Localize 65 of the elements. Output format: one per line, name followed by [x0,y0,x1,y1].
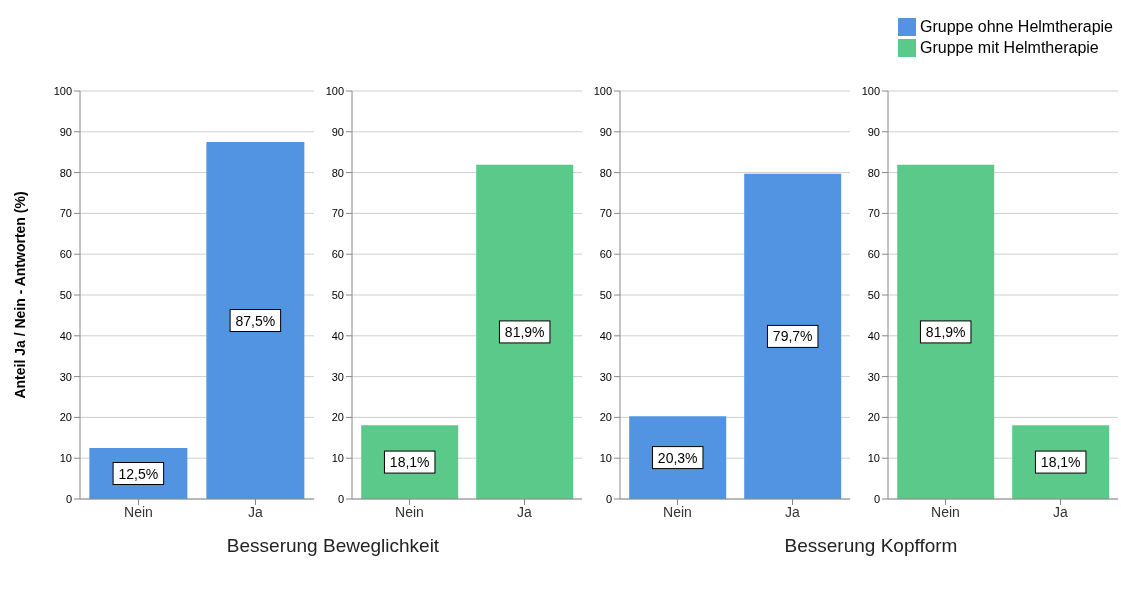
y-tick-label: 50 [599,288,612,301]
y-tick-label: 70 [59,207,72,220]
y-tick-label: 20 [331,411,344,424]
y-tick-label: 50 [867,288,880,301]
x-tick-label: Nein [663,503,692,520]
y-tick-label: 10 [867,452,880,465]
y-axis-title: Anteil Ja / Nein - Antworten (%) [11,191,28,399]
y-tick-label: 30 [867,370,880,383]
y-tick-label: 10 [331,452,344,465]
y-tick-label: 0 [605,492,612,505]
y-tick-label: 100 [325,84,344,97]
y-tick-label: 60 [599,248,612,261]
y-tick-label: 100 [861,84,880,97]
x-tick-label: Nein [395,503,424,520]
y-tick-label: 10 [599,452,612,465]
y-tick-label: 60 [59,248,72,261]
y-tick-label: 40 [867,329,880,342]
y-tick-label: 90 [331,125,344,138]
legend-label: Gruppe ohne Helmtherapie [919,18,1113,36]
x-tick-label: Ja [517,503,533,520]
x-axis-title: Besserung Kopfform [783,535,959,557]
y-tick-label: 70 [599,207,612,220]
y-tick-label: 90 [867,125,880,138]
y-tick-label: 40 [331,329,344,342]
x-tick-label: Nein [124,503,153,520]
y-tick-label: 30 [59,370,72,383]
y-tick-label: 70 [867,207,880,220]
y-tick-label: 90 [59,125,72,138]
y-tick-label: 70 [331,207,344,220]
y-tick-label: 20 [59,411,72,424]
y-tick-label: 20 [867,411,880,424]
y-tick-label: 30 [331,370,344,383]
data-label: 87,5% [235,312,276,329]
y-tick-label: 30 [599,370,612,383]
x-tick-label: Ja [1053,503,1069,520]
data-label: 12,5% [118,465,159,482]
data-label: 20,3% [657,449,698,466]
y-tick-label: 0 [873,492,880,505]
y-tick-label: 80 [59,166,72,179]
y-tick-label: 60 [867,248,880,261]
y-tick-label: 50 [59,288,72,301]
y-tick-label: 100 [593,84,612,97]
x-tick-label: Nein [931,503,960,520]
y-tick-label: 40 [599,329,612,342]
y-tick-label: 20 [599,411,612,424]
y-tick-label: 0 [65,492,72,505]
y-tick-label: 100 [53,84,72,97]
y-tick-label: 60 [331,248,344,261]
x-tick-label: Ja [248,503,264,520]
y-tick-label: 50 [331,288,344,301]
data-label: 81,9% [925,323,966,340]
data-label: 79,7% [772,328,813,345]
legend-label: Gruppe mit Helmtherapie [919,39,1099,57]
data-label: 18,1% [1040,454,1081,471]
x-tick-label: Ja [785,503,801,520]
y-tick-label: 90 [599,125,612,138]
y-tick-label: 80 [599,166,612,179]
y-tick-label: 40 [59,329,72,342]
y-tick-label: 80 [867,166,880,179]
y-tick-label: 80 [331,166,344,179]
y-tick-label: 10 [59,452,72,465]
x-axis-title: Besserung Beweglichkeit [225,535,441,557]
data-label: 18,1% [389,454,430,471]
y-tick-label: 0 [337,492,344,505]
data-label: 81,9% [504,323,545,340]
